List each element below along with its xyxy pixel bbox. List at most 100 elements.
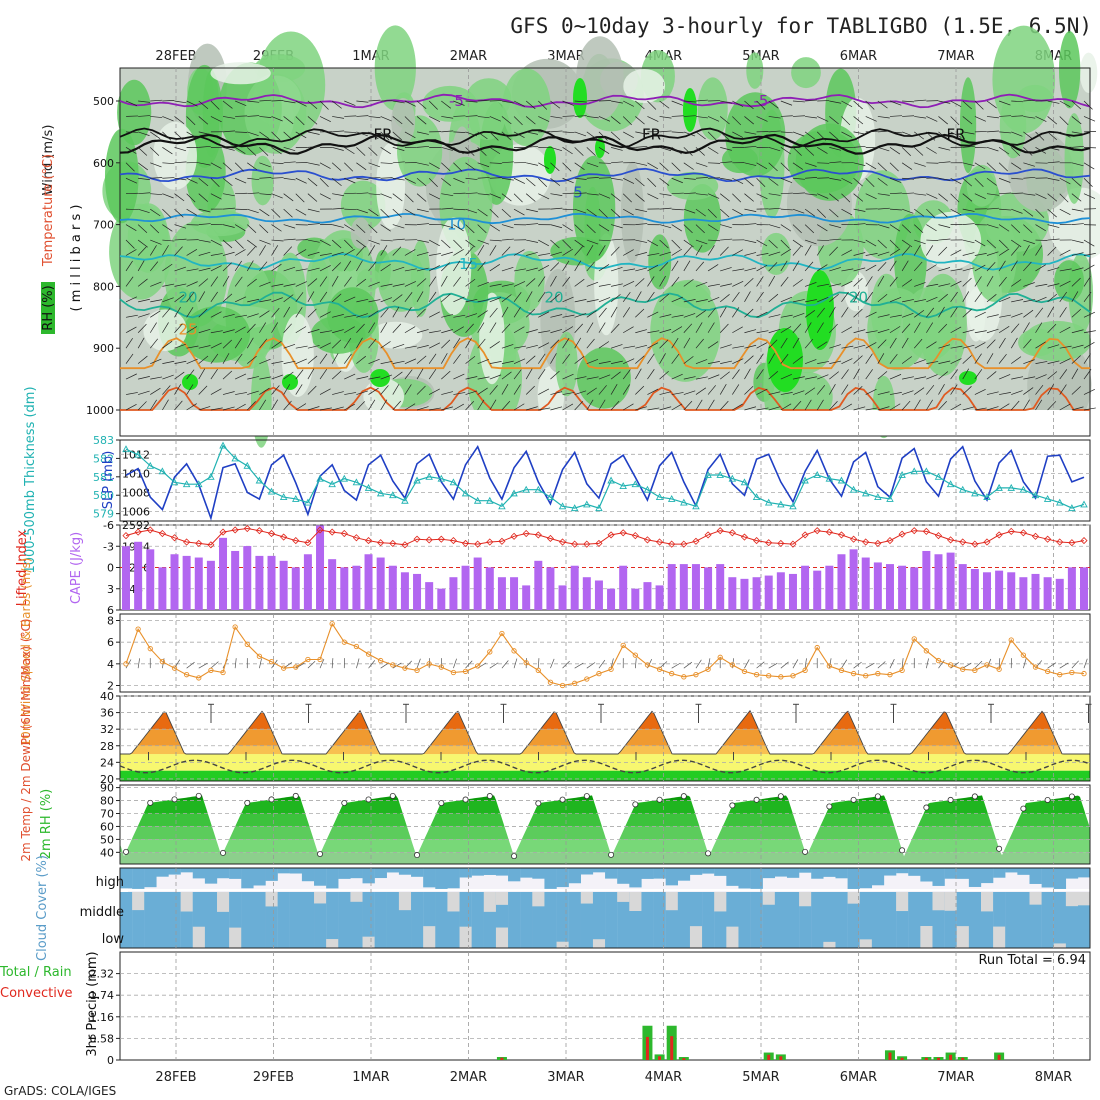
wind-barb <box>829 208 839 218</box>
y-tick-label: 70 <box>100 807 114 820</box>
cloud-mid-low-bar <box>1053 892 1067 948</box>
lifted-index-point <box>1068 539 1076 547</box>
rh-point <box>632 801 639 808</box>
wind-barb <box>477 116 490 119</box>
wind-barb <box>1023 282 1035 287</box>
wind-barb <box>550 329 563 334</box>
cloud-high-bar <box>750 868 763 889</box>
wind-barb <box>526 406 538 411</box>
wind-barb <box>804 239 817 245</box>
wind-barb <box>598 131 608 141</box>
wind-barb <box>804 338 814 349</box>
wind-10m-barb <box>901 658 904 669</box>
wind-barb <box>186 131 198 139</box>
y-tick-label: 2.32 <box>90 968 115 981</box>
wind-barb <box>1035 116 1047 122</box>
wind-barb <box>841 291 849 303</box>
wind-barb <box>137 337 145 349</box>
thickness-point <box>1068 504 1076 512</box>
wind-barb <box>792 131 805 137</box>
cloud-mid-gap <box>714 892 727 912</box>
wind-barb <box>635 278 645 287</box>
cape-bar <box>570 565 579 610</box>
wind-barb <box>938 360 951 364</box>
cape-bar <box>922 550 931 610</box>
wind-speed-point <box>135 626 141 632</box>
wind-barb <box>392 384 400 395</box>
wind-barb <box>465 224 475 234</box>
wind-barb <box>768 147 781 152</box>
rh-contour-fill <box>422 85 477 122</box>
wind-barb <box>865 342 877 349</box>
wind-barb <box>453 276 461 287</box>
wind-barb <box>307 100 318 110</box>
wind-barb <box>598 147 610 154</box>
wind-barb <box>416 385 426 395</box>
wind-speed-point <box>220 669 226 676</box>
wind-barb <box>720 360 732 364</box>
rh-high-patch <box>683 88 697 132</box>
credit-text: GrADS: COLA/IGES <box>4 1084 116 1098</box>
wind-barb <box>768 406 781 411</box>
wind-barb <box>829 224 842 229</box>
cloud-high-bar <box>799 868 812 873</box>
wind-barb <box>465 162 476 171</box>
wind-barb <box>283 343 296 349</box>
wind-barb <box>489 322 497 333</box>
wind-barb <box>889 239 899 249</box>
wind-barb <box>368 310 379 318</box>
wind-barb <box>574 337 582 349</box>
wind-speed-point <box>1081 670 1087 677</box>
wind-barb <box>234 249 246 256</box>
wind-barb <box>683 224 693 234</box>
thickness-point <box>1080 500 1088 508</box>
wind-barb <box>331 239 342 249</box>
wind-barb <box>1071 267 1084 272</box>
wind-barb <box>974 253 987 256</box>
wind-barb <box>792 100 805 103</box>
wind-barb <box>962 162 975 167</box>
wind-barb <box>914 208 925 217</box>
lifted-index-point <box>922 527 930 535</box>
cape-bar <box>279 560 288 610</box>
cloud-low-gap <box>956 926 970 948</box>
wind-barb <box>295 403 307 411</box>
wind-barb <box>804 282 817 287</box>
wind-barb <box>368 147 378 156</box>
cape-bar <box>946 552 955 610</box>
lifted-index-point <box>1031 532 1040 540</box>
wind-barb <box>865 162 877 170</box>
wind-barb <box>974 291 983 303</box>
rh-contour-fill <box>436 217 472 316</box>
wind-barb <box>889 131 902 134</box>
wind-barb <box>707 224 719 232</box>
wind-barb <box>222 162 233 172</box>
wind-barb <box>659 147 672 152</box>
wind-barb <box>477 399 485 411</box>
wind-barb <box>1071 329 1084 334</box>
wind-barb <box>562 296 574 303</box>
wind-speed-point <box>1032 664 1039 670</box>
wind-barb <box>962 386 972 395</box>
wind-barb <box>635 239 648 243</box>
bottom-date-label: 29FEB <box>253 1070 294 1085</box>
wind-barb <box>404 281 417 287</box>
wind-10m-barb <box>926 658 929 669</box>
wind-barb <box>501 238 514 241</box>
wind-barb <box>417 223 430 225</box>
wind-10m-barb <box>974 660 983 669</box>
wind-barb <box>465 323 474 333</box>
wind-barb <box>732 116 742 126</box>
lifted-index-point <box>1056 538 1064 546</box>
thickness-point <box>595 504 603 512</box>
wind-barb <box>259 239 271 245</box>
wind-barb <box>259 322 267 333</box>
lifted-index-point <box>680 540 688 548</box>
wind-barb <box>792 177 805 180</box>
lifted-index-point <box>595 539 603 547</box>
wind-barb <box>344 208 357 211</box>
wind-barb <box>1011 312 1023 318</box>
cloud-high-bar <box>605 868 618 879</box>
wind-barb <box>295 208 307 216</box>
wind-barb <box>986 193 999 196</box>
